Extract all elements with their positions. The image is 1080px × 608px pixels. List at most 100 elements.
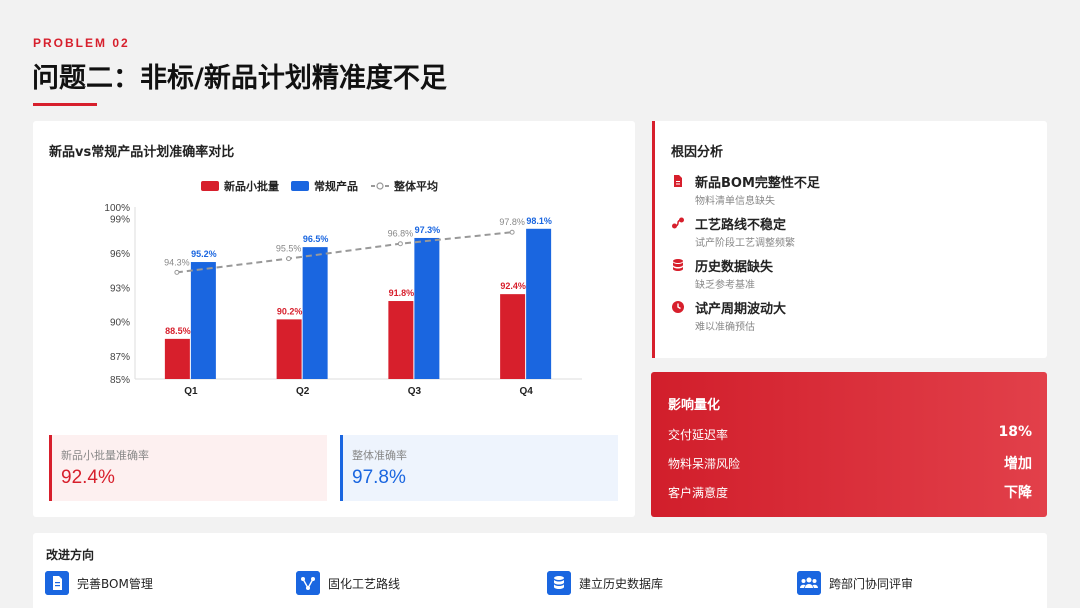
x-tick-label: Q1 [184, 386, 198, 397]
bar-regular-product [414, 237, 440, 379]
clock-icon [672, 301, 684, 313]
improvement-label: 完善BOM管理 [77, 577, 153, 591]
improvement-label: 跨部门协同评审 [829, 577, 914, 591]
improvement-item: 建立历史数据库 [547, 571, 767, 595]
improvement-item: 跨部门协同评审 [797, 571, 1017, 595]
average-point [286, 256, 292, 262]
kpi-overall: 整体准确率 97.8% [340, 435, 618, 501]
database-icon [673, 259, 683, 271]
y-tick-label: 96% [110, 249, 130, 260]
flow-icon [296, 571, 320, 595]
eyebrow: PROBLEM 02 [33, 36, 130, 50]
impact-row: 物料呆滞风险 增加 [668, 453, 1032, 473]
y-tick-label: 85% [110, 375, 130, 386]
bar-new-product [500, 294, 526, 379]
bar-regular-product [302, 247, 328, 379]
data-label: 90.2% [277, 306, 303, 316]
impact-value: 18% [998, 424, 1032, 440]
improvement-label: 固化工艺路线 [328, 577, 401, 591]
average-label: 97.8% [499, 217, 525, 227]
improvement-item: 完善BOM管理 [45, 571, 265, 595]
impact-value: 下降 [1004, 485, 1032, 501]
y-tick-label: 90% [110, 318, 130, 329]
data-label: 92.4% [500, 281, 526, 291]
cause-desc: 物料清单信息缺失 [695, 196, 775, 207]
y-tick-label: 87% [110, 352, 130, 363]
chart-card: 85% 87% 90% 93% 96% 99% 100% Q1 88.5% 95.2% Q2 90.2… [33, 121, 635, 517]
data-label: 98.1% [526, 216, 552, 226]
y-tick-label: 99% [110, 214, 130, 225]
chart-title: 新品vs常规产品计划准确率对比 [49, 145, 235, 160]
kpi-value: 97.8% [352, 467, 406, 488]
document-icon [45, 571, 69, 595]
legend-swatch [201, 181, 219, 191]
bar-new-product [164, 338, 190, 379]
kpi-accent-bar [340, 435, 343, 501]
card-accent-bar [652, 121, 655, 358]
improvement-card: 改进方向 完善BOM管理 固化工艺路线 建立历史数据库 跨部门协同评审 [33, 533, 1047, 608]
document-icon [674, 175, 682, 187]
title-underline [33, 103, 97, 106]
legend-marker [376, 182, 384, 190]
accuracy-chart: 85% 87% 90% 93% 96% 99%100% Q1 88.5% 95.2% Q2 90.2… [104, 179, 582, 397]
cause-desc: 难以准确预估 [695, 322, 755, 333]
impact-title: 影响量化 [668, 398, 721, 413]
kpi-accent-bar [49, 435, 52, 501]
data-label: 88.5% [165, 326, 191, 336]
average-point [509, 229, 515, 235]
cause-item: 工艺路线不稳定 试产阶段工艺调整频繁 [671, 214, 1031, 250]
cause-name: 历史数据缺失 [695, 260, 774, 275]
kpi-value: 92.4% [61, 467, 115, 488]
average-label: 94.3% [164, 257, 190, 267]
data-label: 95.2% [191, 249, 217, 259]
root-cause-card: 根因分析 新品BOM完整性不足 物料清单信息缺失 工艺路线不稳定 试产阶段工艺调… [652, 121, 1047, 358]
cause-name: 工艺路线不稳定 [695, 218, 787, 233]
impact-card: 影响量化 交付延迟率 18% 物料呆滞风险 增加 客户满意度 下降 [651, 372, 1047, 517]
cause-item: 试产周期波动大 难以准确预估 [671, 298, 1031, 334]
improvement-item: 固化工艺路线 [296, 571, 516, 595]
cause-name: 新品BOM完整性不足 [695, 176, 820, 191]
kpi-new-product: 新品小批量准确率 92.4% [49, 435, 327, 501]
average-label: 95.5% [276, 244, 302, 254]
legend-label: 常规产品 [314, 179, 358, 193]
data-label: 91.8% [389, 288, 415, 298]
bar-new-product [276, 319, 302, 379]
bar-regular-product [190, 262, 216, 379]
bar-regular-product [526, 228, 552, 379]
improvement-label: 建立历史数据库 [579, 577, 664, 591]
cause-item: 历史数据缺失 缺乏参考基准 [671, 256, 1031, 292]
impact-key: 客户满意度 [668, 486, 729, 500]
y-tick-label: 100% [104, 203, 130, 214]
legend-label: 整体平均 [393, 179, 438, 193]
average-label: 96.8% [388, 229, 414, 239]
kpi-label: 新品小批量准确率 [61, 449, 149, 462]
average-point [174, 269, 180, 275]
database-icon [547, 571, 571, 595]
legend-label: 新品小批量 [224, 179, 279, 193]
kpi-label: 整体准确率 [352, 449, 407, 462]
page-title: 问题二：非标/新品计划精准度不足 [32, 63, 447, 94]
legend-swatch [291, 181, 309, 191]
impact-row: 客户满意度 下降 [668, 482, 1032, 502]
team-icon [797, 571, 821, 595]
impact-key: 物料呆滞风险 [668, 457, 741, 471]
x-tick-label: Q4 [519, 386, 533, 397]
x-tick-label: Q3 [408, 386, 422, 397]
data-label: 96.5% [303, 234, 329, 244]
cause-name: 试产周期波动大 [695, 302, 787, 317]
improvement-title: 改进方向 [46, 548, 95, 562]
impact-row: 交付延迟率 18% [668, 424, 1032, 444]
impact-value: 增加 [1004, 456, 1032, 472]
bar-new-product [388, 301, 414, 379]
average-point [397, 241, 403, 247]
x-tick-label: Q2 [296, 386, 310, 397]
impact-key: 交付延迟率 [668, 428, 729, 442]
cause-desc: 试产阶段工艺调整频繁 [695, 238, 795, 249]
average-line [176, 231, 513, 274]
cause-desc: 缺乏参考基准 [695, 280, 755, 291]
root-cause-title: 根因分析 [671, 145, 724, 160]
route-icon [672, 217, 684, 229]
y-tick-label: 93% [110, 283, 130, 294]
cause-item: 新品BOM完整性不足 物料清单信息缺失 [671, 172, 1031, 208]
data-label: 97.3% [415, 225, 441, 235]
